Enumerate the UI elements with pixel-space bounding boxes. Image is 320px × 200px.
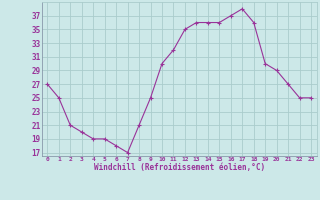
X-axis label: Windchill (Refroidissement éolien,°C): Windchill (Refroidissement éolien,°C) [94, 163, 265, 172]
